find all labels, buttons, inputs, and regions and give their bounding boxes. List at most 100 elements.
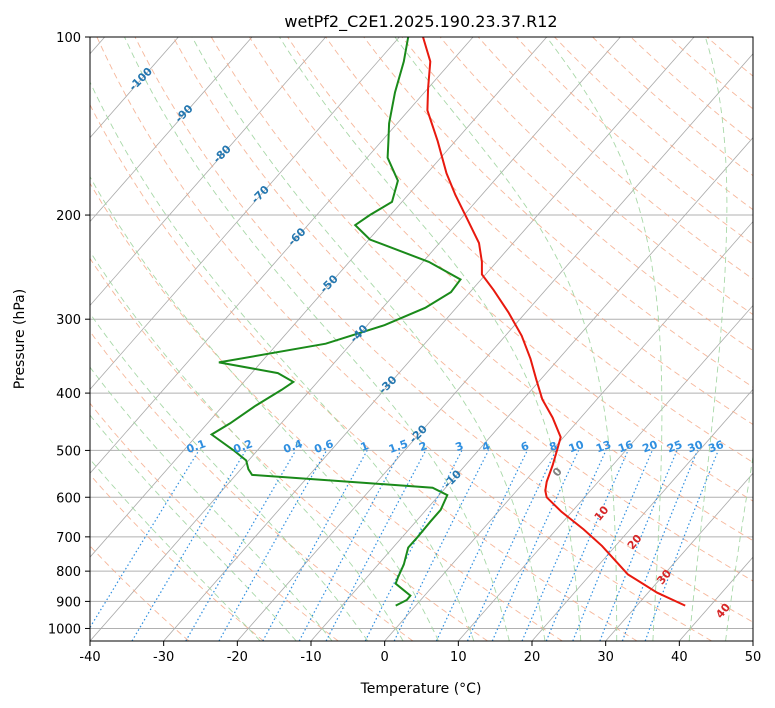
x-tick-label: -20 <box>227 650 248 665</box>
y-tick-label: 700 <box>56 531 81 546</box>
mixing-ratio-line <box>644 450 719 641</box>
chart-title: wetPf2_C2E1.2025.190.23.37.R12 <box>284 12 557 32</box>
mixing-ratio-line <box>572 450 653 641</box>
mixing-ratio-line <box>185 450 297 641</box>
x-tick-label: 20 <box>524 650 541 665</box>
isotherm-line <box>384 220 753 641</box>
y-tick-label: 900 <box>56 595 81 610</box>
dry-adiabat-line <box>630 37 753 143</box>
mixing-ratio-label: 3 <box>454 439 466 454</box>
mixing-ratio-line <box>90 450 200 629</box>
mixing-ratio-label: 25 <box>665 438 684 455</box>
x-tick-label: -10 <box>300 650 321 665</box>
plot-background-lines <box>90 37 753 641</box>
isotherm-line <box>90 37 253 223</box>
y-tick-label: 800 <box>56 565 81 580</box>
dry-adiabat-line <box>90 103 638 641</box>
y-tick-label: 200 <box>56 209 81 224</box>
axes: -40 -30 -20 -10 0 10 20 30 40 5010020030040050060… <box>48 31 761 665</box>
dry-adiabat-line <box>134 37 753 623</box>
isotherm-label: -100 <box>126 65 155 94</box>
dry-adiabat-line <box>515 37 753 245</box>
mixing-ratio-label: 13 <box>594 438 613 455</box>
isotherm-line <box>90 37 621 641</box>
mixing-ratio-label: 8 <box>548 439 560 454</box>
dry-adiabat-line <box>554 37 753 211</box>
mixing-ratio-label: 0.2 <box>232 437 255 456</box>
moist-adiabat-line <box>90 458 261 641</box>
y-tick-label: 400 <box>56 387 81 402</box>
mixing-ratio-label: 4 <box>480 439 492 454</box>
moist-adiabat-line <box>688 37 728 641</box>
x-tick-label: 30 <box>597 650 614 665</box>
y-tick-label: 300 <box>56 313 81 328</box>
y-tick-label: 1000 <box>48 622 81 637</box>
isotherm-line <box>90 37 327 307</box>
temperature-profile-line <box>422 37 686 607</box>
dry-adiabat-line <box>439 37 753 316</box>
mixing-ratio-line <box>545 450 629 641</box>
plot-annotations: 0.1 0.2 0.4 0.6 1 1.5 2 3 4 6 8 10 13 16 20 25 30 36-100-… <box>126 65 733 621</box>
dry-adiabat-line <box>90 257 488 641</box>
mixing-ratio-line <box>521 450 607 641</box>
moist-adiabat-label: 30 <box>654 567 674 587</box>
mixing-ratio-label: 1.5 <box>387 437 410 456</box>
x-tick-label: -40 <box>79 650 100 665</box>
moist-adiabat-line <box>90 312 369 641</box>
isotherm-line <box>310 137 753 641</box>
dry-adiabat-line <box>90 474 264 641</box>
x-tick-label: 10 <box>450 650 467 665</box>
plot-frame <box>89 36 754 642</box>
moist-adiabat-line <box>90 175 439 641</box>
moist-adiabat-line <box>90 414 297 641</box>
moist-adiabat-label: 10 <box>592 503 612 523</box>
moist-adiabat-label: 20 <box>625 532 645 552</box>
isotherm-line <box>237 53 753 641</box>
mixing-ratio-label: 0.1 <box>185 437 208 456</box>
isotherm-line <box>531 388 753 641</box>
dry-adiabat-line <box>90 330 414 641</box>
dry-adiabat-line <box>706 37 753 77</box>
dry-adiabat-line <box>363 37 753 388</box>
mixing-ratio-label: 16 <box>616 438 635 456</box>
moist-adiabat-line <box>394 37 618 641</box>
moist-adiabat-line <box>90 366 333 641</box>
mixing-ratio-label: 6 <box>519 439 531 454</box>
dry-adiabat-line <box>325 37 753 425</box>
plot-series <box>209 37 686 607</box>
dry-adiabat-line <box>210 37 753 542</box>
moist-adiabat-line <box>90 250 404 641</box>
moist-adiabat-label: 40 <box>713 601 733 621</box>
mixing-ratio-line <box>435 450 528 641</box>
mixing-ratio-label: 2 <box>417 439 429 454</box>
dry-adiabat-line <box>249 37 753 502</box>
moist-adiabat-line <box>124 37 510 641</box>
isotherm-line <box>679 556 753 641</box>
dewpoint-profile-line <box>209 37 462 607</box>
moist-adiabat-label: 0 <box>550 465 565 479</box>
mixing-ratio-line <box>466 450 557 641</box>
moist-adiabat-line <box>546 37 663 641</box>
mixing-ratio-label: 0.4 <box>282 437 305 456</box>
moist-adiabat-line <box>725 454 753 641</box>
dry-adiabat-line <box>477 37 753 280</box>
mixing-ratio-label: 20 <box>641 438 660 456</box>
mixing-ratio-label: 10 <box>567 438 586 456</box>
moist-adiabat-line <box>191 37 546 641</box>
isotherm-line <box>605 472 753 641</box>
x-axis-label: Temperature (°C) <box>360 681 482 697</box>
isotherm-line <box>752 640 753 641</box>
x-tick-label: 50 <box>745 650 762 665</box>
moist-adiabat-line <box>279 37 582 641</box>
isotherm-line <box>163 37 695 641</box>
dry-adiabat-line <box>96 37 712 641</box>
isotherm-line <box>458 304 753 641</box>
dry-adiabat-line <box>287 37 753 463</box>
mixing-ratio-label: 0.6 <box>312 437 335 456</box>
isotherm-line <box>90 37 474 474</box>
mixing-ratio-line <box>218 450 328 641</box>
y-axis-label: Pressure (hPa) <box>12 289 28 389</box>
moist-adiabat-line <box>90 80 475 641</box>
mixing-ratio-label: 36 <box>707 438 726 456</box>
